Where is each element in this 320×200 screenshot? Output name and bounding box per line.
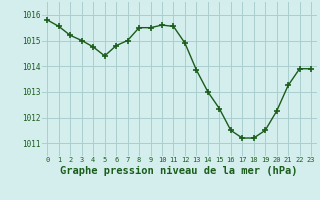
X-axis label: Graphe pression niveau de la mer (hPa): Graphe pression niveau de la mer (hPa) [60, 166, 298, 176]
